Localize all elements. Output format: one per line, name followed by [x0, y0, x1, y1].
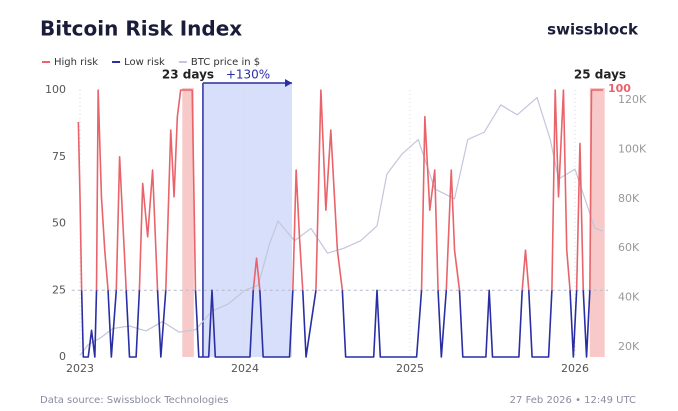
- series-line: [77, 89, 604, 291]
- y2-tick-label: 20K: [618, 340, 640, 353]
- highlight-region: [182, 88, 194, 357]
- x-tick-label: 2025: [396, 362, 424, 375]
- annotation: +130%: [226, 68, 270, 82]
- y2-tick-label: 120K: [618, 93, 647, 106]
- highlight-region: [202, 83, 293, 357]
- y-tick-label: 100: [45, 83, 66, 96]
- chart-title: Bitcoin Risk Index: [40, 17, 242, 41]
- x-tick-label: 2026: [561, 362, 589, 375]
- y-tick-label: 25: [52, 283, 66, 296]
- brand: swissblock: [547, 21, 639, 39]
- legend-label: BTC price in $: [191, 57, 260, 68]
- source: Data source: Swissblock Technologies: [40, 395, 229, 406]
- y2-tick-label: 40K: [618, 291, 640, 304]
- series-line: [79, 96, 604, 356]
- arrow-head: [285, 79, 293, 87]
- annotation: 23 days: [162, 68, 214, 82]
- legend-label: Low risk: [124, 57, 165, 68]
- y-tick-label: 50: [52, 217, 66, 230]
- y2-tick-label: 80K: [618, 192, 640, 205]
- highlight-region: [589, 88, 605, 357]
- legend-label: High risk: [54, 57, 98, 68]
- timestamp: 27 Feb 2026 • 12:49 UTC: [510, 395, 636, 406]
- y2-tick-label: 100K: [618, 142, 647, 155]
- x-tick-label: 2023: [66, 362, 94, 375]
- y-tick-label: 75: [52, 150, 66, 163]
- y-tick-label: 0: [59, 350, 66, 363]
- annotation: 25 days: [574, 68, 626, 82]
- y2-tick-label: 60K: [618, 241, 640, 254]
- value-label: 100: [608, 82, 631, 95]
- series-line: [80, 289, 591, 358]
- x-tick-label: 2024: [231, 362, 259, 375]
